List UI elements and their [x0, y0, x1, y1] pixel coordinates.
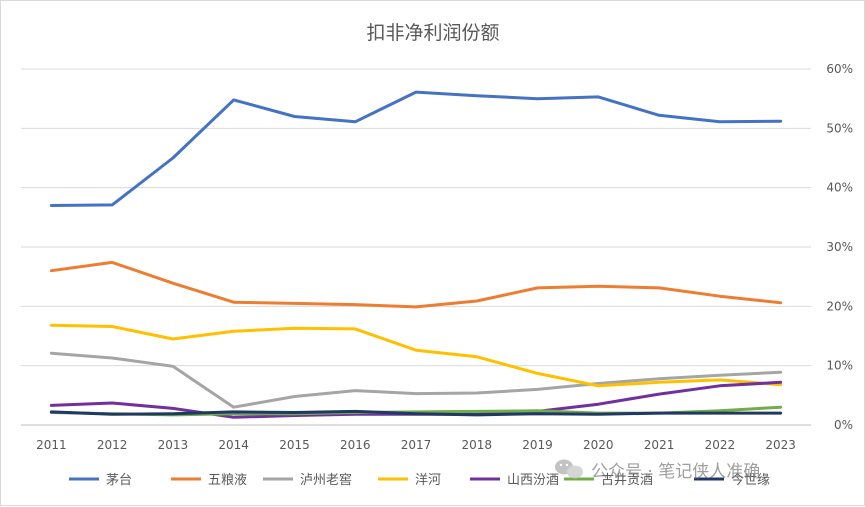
legend-label: 古井贡酒	[601, 473, 653, 488]
legend-label: 茅台	[106, 473, 132, 488]
x-tick-label: 2013	[158, 438, 189, 452]
y-axis-ticks: 0% 10% 20% 30% 40% 50% 60%	[826, 62, 853, 432]
y-tick-label: 10%	[826, 359, 853, 373]
x-tick-label: 2023	[765, 438, 796, 452]
series-line	[49, 351, 783, 409]
legend: 茅台 五粮液 泸州老窖 洋河 山西汾酒 古井贡酒 今世缘	[69, 472, 770, 488]
series-line	[49, 323, 783, 388]
y-tick-label: 40%	[826, 181, 853, 195]
x-tick-label: 2021	[644, 438, 675, 452]
legend-label: 泸州老窖	[300, 472, 352, 488]
series-line	[49, 260, 783, 309]
series-line	[49, 409, 783, 417]
x-tick-label: 2017	[401, 438, 432, 452]
x-tick-label: 2014	[218, 438, 249, 452]
wechat-icon	[555, 459, 583, 479]
x-tick-label: 2019	[522, 438, 553, 452]
gridlines	[21, 68, 811, 426]
x-tick-label: 2020	[583, 438, 614, 452]
x-tick-label: 2015	[279, 438, 310, 452]
series-line	[49, 90, 783, 207]
y-tick-label: 30%	[826, 240, 853, 254]
x-tick-label: 2016	[340, 438, 371, 452]
x-tick-label: 2018	[461, 438, 492, 452]
y-tick-label: 20%	[826, 299, 853, 313]
legend-label: 五粮液	[208, 473, 247, 488]
y-tick-label: 60%	[826, 62, 853, 76]
x-tick-label: 2022	[705, 438, 736, 452]
y-tick-label: 0%	[834, 418, 853, 432]
watermark: 公众号 · 笔记侠人准确	[555, 459, 760, 482]
x-tick-label: 2012	[97, 438, 128, 452]
legend-label: 今世缘	[731, 472, 770, 488]
legend-label: 洋河	[415, 473, 441, 488]
chart-title: 扣非净利润份额	[366, 22, 499, 44]
series-lines	[49, 90, 783, 419]
x-tick-label: 2011	[36, 438, 67, 452]
watermark-text: 公众号 · 笔记侠人准确	[591, 462, 760, 482]
x-axis-ticks: 2011 2012 2013 2014 2015 2016 2017 2018 2019 2020…	[36, 438, 796, 452]
y-tick-label: 50%	[826, 121, 853, 135]
legend-label: 山西汾酒	[507, 473, 559, 488]
